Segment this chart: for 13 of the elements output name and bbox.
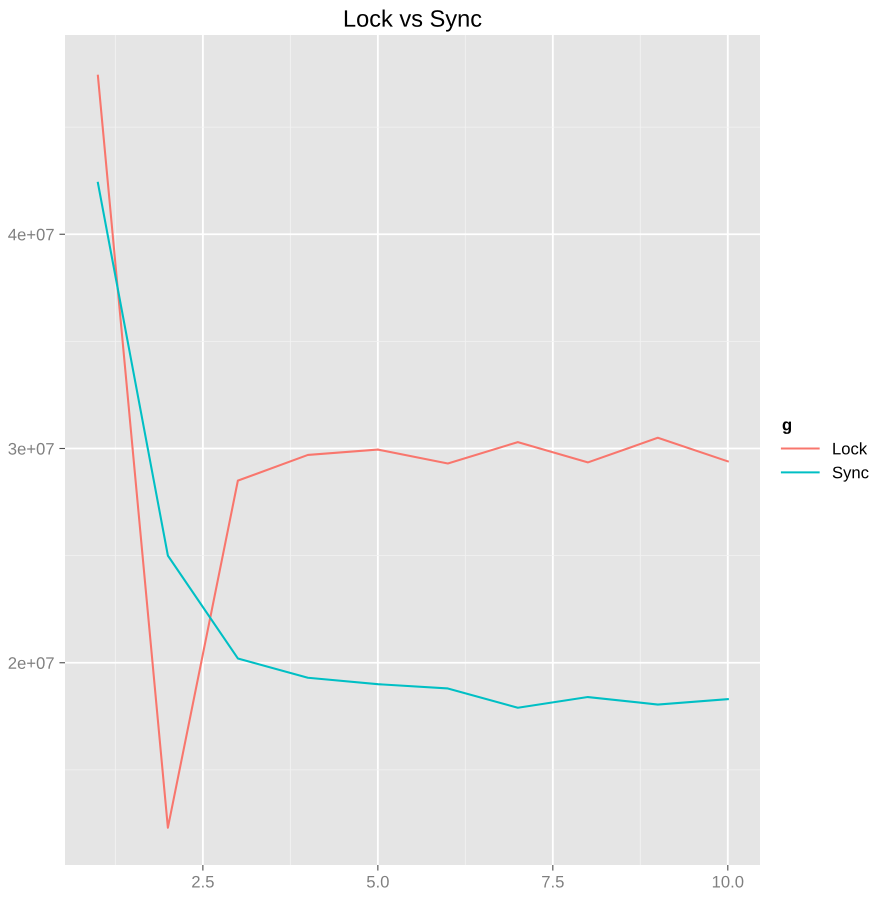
y-tick-label: 4e+07 — [8, 228, 54, 240]
y-tick-label: 3e+07 — [8, 442, 54, 455]
legend-label: Lock — [833, 442, 868, 455]
x-tick-label: 10.0 — [712, 876, 744, 888]
line-series — [96, 182, 729, 709]
x-tick-label: 2.5 — [192, 876, 214, 888]
x-tick-label: 5.0 — [366, 876, 389, 888]
line-series — [96, 74, 729, 829]
chart-title: Lock vs Sync — [344, 10, 482, 32]
legend-title: g — [782, 421, 792, 434]
legend-label: Sync — [832, 466, 869, 482]
x-tick-label: 7.5 — [542, 876, 564, 888]
y-tick-label: 2e+07 — [8, 657, 54, 669]
